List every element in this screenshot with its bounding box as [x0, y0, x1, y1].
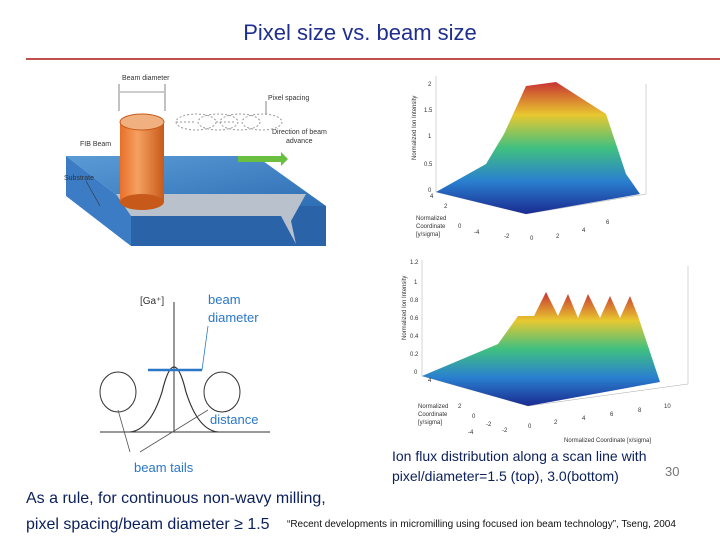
- x-axis-label: Normalized Coordinate [x/sigma]: [564, 438, 651, 444]
- surface-top: [436, 82, 640, 214]
- x-tick: 6: [606, 220, 610, 226]
- beam-tails-label: beam tails: [134, 460, 194, 475]
- y-axis-label-3: [y/sigma]: [418, 420, 442, 426]
- caption-line-2: pixel/diameter=1.5 (top), 3.0(bottom): [392, 468, 619, 484]
- ga-label: [Ga⁺]: [140, 296, 164, 307]
- z-tick: 0.5: [424, 162, 433, 168]
- x-tick: 4: [582, 416, 586, 422]
- direction-label-2: advance: [286, 138, 313, 145]
- surface-bottom: [422, 292, 660, 406]
- y-axis-label: Normalized: [416, 216, 446, 222]
- direction-arrow: [238, 152, 288, 166]
- plot-caption: Ion flux distribution along a scan line …: [392, 446, 646, 486]
- x-tick: 10: [664, 404, 671, 410]
- x-tick: 8: [638, 408, 642, 414]
- diameter-label: diameter: [208, 310, 259, 325]
- fib-beam-label: FIB Beam: [80, 141, 111, 148]
- y-tick: 2: [444, 204, 448, 210]
- y-tick: 4: [428, 378, 432, 384]
- y-tick: 4: [430, 194, 434, 200]
- z-tick: 0: [414, 370, 418, 376]
- rule-line-1: As a rule, for continuous non-wavy milli…: [26, 490, 326, 507]
- x-tick: -4: [474, 230, 480, 236]
- x-tick: 4: [582, 228, 586, 234]
- z-tick: 0: [428, 188, 432, 194]
- z-tick: 1: [428, 134, 432, 140]
- beam-label: beam: [208, 292, 241, 307]
- z-tick: 0.6: [410, 316, 419, 322]
- distance-label: distance: [210, 412, 258, 427]
- z-tick: 2: [428, 82, 432, 88]
- fib-beam-cylinder: [120, 122, 164, 202]
- rule-line-2: pixel spacing/beam diameter ≥ 1.5: [26, 516, 270, 533]
- x-tick: 2: [554, 420, 558, 426]
- y-tick: -2: [486, 422, 492, 428]
- substrate-side: [66, 156, 131, 246]
- beam-profile-sketch: [Ga⁺] beam diameter distance beam tails: [99, 292, 270, 475]
- y-axis-label-2: Coordinate: [416, 224, 446, 230]
- milled-trench: [116, 194, 306, 244]
- x-tick: 2: [556, 234, 560, 240]
- slide-title: Pixel size vs. beam size: [243, 20, 477, 45]
- beam-diameter-label: Beam diameter: [122, 75, 170, 82]
- title-divider: [26, 58, 720, 60]
- reference-citation: “Recent developments in micromilling usi…: [287, 519, 676, 530]
- x-tick: 0: [528, 424, 532, 430]
- x-tick: 6: [610, 412, 614, 418]
- substrate-label: Substrate: [64, 175, 94, 182]
- rule-statement: As a rule, for continuous non-wavy milli…: [26, 486, 326, 538]
- profile-curve: [129, 366, 219, 433]
- z-tick: 1.2: [410, 260, 419, 266]
- y-axis-label: Normalized: [418, 404, 448, 410]
- z-tick: 1: [414, 280, 418, 286]
- caption-line-1: Ion flux distribution along a scan line …: [392, 448, 647, 464]
- z-axis-label: Normalized Ion Intensity: [412, 96, 418, 160]
- fib-milling-diagram: Beam diameter Pixel spacing FIB Beam Dir…: [64, 75, 327, 246]
- z-axis-label: Normalized Ion Intensity: [402, 276, 408, 340]
- direction-label: Direction of beam: [272, 129, 327, 136]
- y-tick: 0: [472, 414, 476, 420]
- page-number: 30: [665, 464, 680, 479]
- y-axis-label-2: Coordinate: [418, 412, 448, 418]
- x-tick: -2: [502, 428, 508, 434]
- x-tick: 0: [530, 236, 534, 242]
- x-tick: -2: [504, 234, 510, 240]
- ion-flux-plot-top: 2 1.5 1 0.5 0 Normalized Ion Intensity N…: [412, 76, 647, 242]
- right-tail-ellipse: [203, 371, 241, 413]
- x-tick: -4: [468, 430, 474, 436]
- y-axis-label-3: [y/sigma]: [416, 232, 440, 238]
- ion-flux-plot-bottom: 1.2 1 0.8 0.6 0.4 0.2 0 Normalized Ion I…: [402, 260, 689, 444]
- y-tick: 0: [458, 224, 462, 230]
- z-tick: 0.4: [410, 334, 419, 340]
- z-tick: 1.5: [424, 108, 433, 114]
- z-tick: 0.2: [410, 352, 419, 358]
- left-tail-ellipse: [99, 371, 137, 413]
- pixel-spacing-label: Pixel spacing: [268, 95, 309, 102]
- y-tick: 2: [458, 404, 462, 410]
- z-tick: 0.8: [410, 298, 419, 304]
